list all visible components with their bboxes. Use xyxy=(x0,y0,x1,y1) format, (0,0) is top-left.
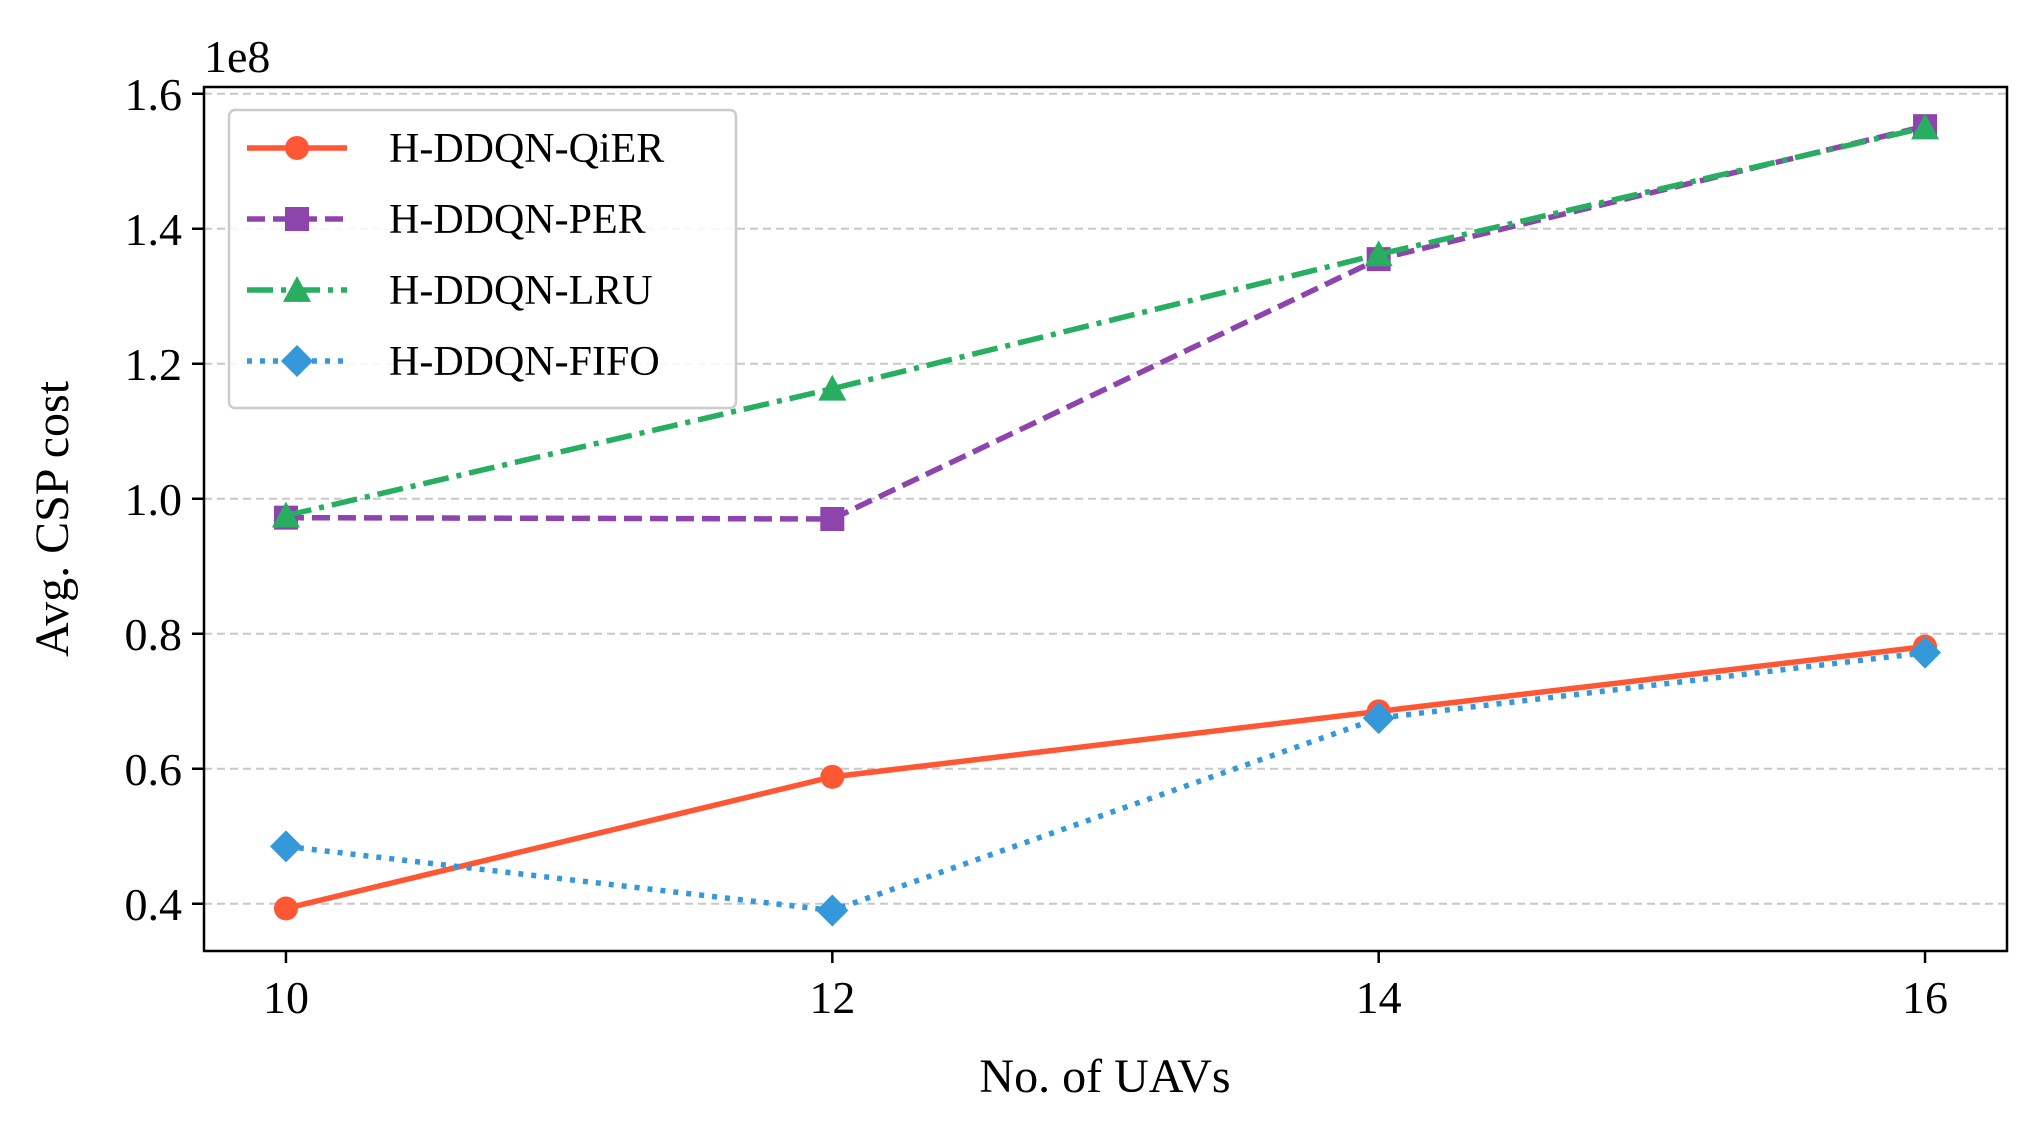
data-point-h-ddqn-qier xyxy=(820,764,845,789)
y-tick-label: 0.6 xyxy=(125,744,183,795)
data-point-h-ddqn-per xyxy=(820,507,845,531)
legend: H-DDQN-QiER H-DDQN-PER H-DDQN-LRU H-DDQN-FI… xyxy=(227,108,738,410)
data-point-h-ddqn-lru xyxy=(1364,240,1393,267)
x-tick-label: 14 xyxy=(1356,972,1402,1023)
y-axis-label: Avg. CSP cost xyxy=(26,380,79,657)
y-tick-label: 1.6 xyxy=(125,69,183,120)
legend-label-h-ddqn-qier: H-DDQN-QiER xyxy=(389,126,664,172)
y-offset-label: 1e8 xyxy=(204,31,270,82)
series-lines xyxy=(269,113,1942,927)
legend-label-h-ddqn-per: H-DDQN-PER xyxy=(389,197,646,243)
data-point-h-ddqn-lru xyxy=(1911,113,1940,140)
plot-frame xyxy=(202,85,2009,953)
y-tick-label: 1.4 xyxy=(125,204,183,255)
y-tick-label: 0.8 xyxy=(125,609,183,660)
legend-label-h-ddqn-lru: H-DDQN-LRU xyxy=(389,268,653,314)
legend-label-h-ddqn-fifo: H-DDQN-FIFO xyxy=(389,339,660,385)
x-axis-label: No. of UAVs xyxy=(979,1050,1230,1103)
data-point-h-ddqn-qier xyxy=(273,896,298,921)
axis-ticks: 0.4 0.6 0.8 1.0 1.2 1.4 1.6 10 12 14 16 xyxy=(125,69,1949,1023)
legend-marker-h-ddqn-lru xyxy=(283,276,311,302)
y-tick-label: 1.2 xyxy=(125,339,183,390)
series-line-h-ddqn-fifo xyxy=(285,649,1926,914)
data-point-h-ddqn-fifo xyxy=(1362,702,1395,735)
legend-box xyxy=(227,108,738,410)
data-point-h-ddqn-lru xyxy=(271,501,300,528)
data-point-h-ddqn-fifo xyxy=(269,830,302,863)
y-tick-label: 0.4 xyxy=(125,879,183,930)
data-point-h-ddqn-lru xyxy=(818,374,847,401)
data-point-h-ddqn-fifo xyxy=(816,894,849,927)
legend-marker-h-ddqn-fifo xyxy=(281,345,313,377)
legend-marker-h-ddqn-qier xyxy=(285,136,309,160)
legend-marker-h-ddqn-per xyxy=(285,207,309,231)
series-line-h-ddqn-per xyxy=(285,123,1926,522)
data-point-h-ddqn-fifo xyxy=(1909,636,1942,669)
y-tick-label: 1.0 xyxy=(125,474,183,525)
x-tick-label: 10 xyxy=(263,972,309,1023)
x-tick-label: 16 xyxy=(1902,972,1948,1023)
series-line-h-ddqn-qier xyxy=(285,643,1926,912)
x-tick-label: 12 xyxy=(809,972,855,1023)
